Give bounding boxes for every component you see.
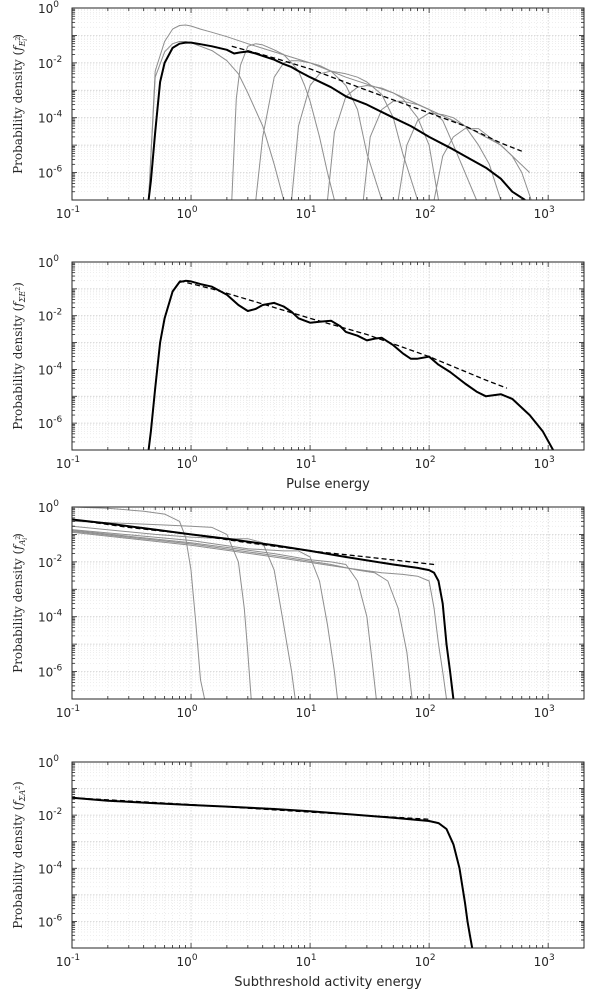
x-axis-label: Subthreshold activity energy [234, 975, 422, 990]
series-line-thin-gray [72, 525, 296, 699]
x-tick-label: 102 [415, 205, 436, 221]
x-tick-label: 102 [415, 704, 436, 720]
x-tick-label: 103 [534, 704, 555, 720]
y-tick-label: 10-4 [38, 361, 63, 377]
plot-area [72, 262, 584, 450]
x-tick-label: 101 [296, 704, 317, 720]
y-tick-label: 10-2 [38, 308, 62, 324]
axes-box [71, 261, 585, 451]
series-line-thin-gray [231, 43, 346, 200]
chart-panel-4: 10-1 100 101 102 103 10-6 10-4 10-2 100 Probabili… [11, 754, 585, 990]
y-tick-label: 100 [38, 0, 59, 16]
series-line-thin-gray [291, 70, 419, 200]
series-line-thin-gray [72, 530, 413, 699]
x-tick-label: 101 [296, 953, 317, 969]
x-tick-label: 101 [296, 455, 317, 471]
axes-box [71, 506, 585, 700]
x-tick-label: 10-1 [56, 455, 80, 471]
series-group [147, 24, 532, 200]
x-tick-label: 10-1 [56, 205, 80, 221]
series-line-thin-gray [362, 100, 477, 200]
series-line-thin-gray [72, 520, 252, 699]
series-line-thin-gray [72, 529, 377, 699]
y-tick-label: 10-2 [38, 807, 62, 823]
y-tick-label: 10-2 [38, 554, 62, 570]
x-tick-label: 103 [534, 953, 555, 969]
y-tick-label: 100 [38, 254, 59, 270]
y-axis-label: Probability density (fA2i) [11, 533, 29, 673]
axes-box [71, 761, 585, 949]
series-line-thin-gray [148, 41, 299, 200]
axes-box [71, 7, 585, 201]
series-line-dashed [72, 797, 430, 820]
grid [71, 261, 585, 451]
series-line-thin-gray [72, 507, 206, 699]
y-tick-label: 10-4 [38, 609, 63, 625]
y-tick-label: 10-6 [38, 165, 63, 181]
x-tick-label: 103 [534, 455, 555, 471]
y-tick-label: 10-4 [38, 110, 63, 126]
chart-panel-1: 10-1 100 101 102 103 10-6 10-4 10-2 100 Probabili… [11, 0, 585, 221]
y-tick-label: 10-6 [38, 415, 63, 431]
x-tick-label: 102 [415, 953, 436, 969]
grid [71, 506, 585, 700]
chart-panel-2: 10-1 100 101 102 103 10-6 10-4 10-2 100 Probabili… [11, 254, 585, 492]
y-tick-label: 100 [38, 499, 59, 515]
x-tick-label: 100 [177, 704, 198, 720]
series-line-thin-gray [72, 531, 447, 699]
y-tick-label: 100 [38, 754, 59, 770]
series-line-thin-gray [327, 85, 451, 200]
plot-area [72, 762, 584, 948]
x-tick-label: 103 [534, 205, 555, 221]
x-tick-label: 102 [415, 455, 436, 471]
x-axis-label: Pulse energy [286, 477, 370, 492]
series-line-thin-gray [255, 60, 383, 200]
y-tick-label: 10-2 [38, 55, 62, 71]
series-line-dashed [72, 518, 435, 566]
series-line-thick-black [147, 41, 526, 200]
series-line-thin-gray [72, 529, 338, 699]
y-tick-label: 10-6 [38, 664, 63, 680]
chart-panel-3: 10-1 100 101 102 103 10-6 10-4 10-2 100 Probabili… [11, 499, 585, 720]
y-axis-label: Probability density (fE2i) [11, 34, 29, 174]
x-tick-label: 100 [177, 455, 198, 471]
x-tick-label: 101 [296, 205, 317, 221]
x-tick-label: 100 [177, 953, 198, 969]
x-tick-label: 100 [177, 205, 198, 221]
series-group [72, 796, 474, 948]
series-group [72, 507, 455, 699]
series-group [147, 279, 554, 450]
y-axis-label: Probability density (fΣA2) [11, 781, 27, 929]
series-line-dashed [231, 45, 523, 152]
series-line-dashed [179, 280, 508, 389]
x-tick-label: 10-1 [56, 953, 80, 969]
series-line-thin-gray [397, 112, 502, 200]
series-line-thick-black [147, 279, 554, 450]
y-tick-label: 10-6 [38, 913, 63, 929]
y-axis-label: Probability density (fΣE2) [11, 282, 27, 430]
x-tick-label: 10-1 [56, 704, 80, 720]
y-tick-label: 10-4 [38, 860, 63, 876]
